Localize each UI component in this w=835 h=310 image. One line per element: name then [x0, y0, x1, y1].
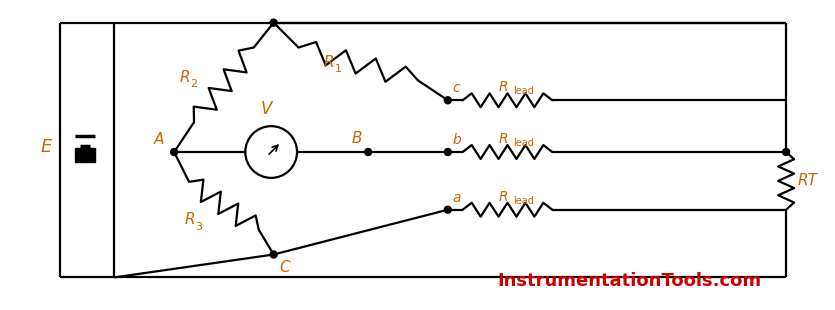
Circle shape [170, 148, 178, 156]
Circle shape [271, 19, 277, 26]
Text: A: A [154, 132, 164, 147]
Text: E: E [40, 138, 52, 156]
Circle shape [271, 251, 277, 258]
Text: R: R [498, 80, 509, 94]
Circle shape [444, 97, 451, 104]
Text: B: B [352, 131, 362, 146]
Text: 1: 1 [334, 64, 342, 74]
Text: lead: lead [514, 86, 534, 96]
Text: R: R [498, 132, 509, 146]
Text: R: R [184, 212, 195, 227]
Text: V: V [261, 100, 272, 118]
Text: 3: 3 [195, 222, 202, 232]
Text: RT: RT [798, 173, 818, 188]
Text: c: c [453, 81, 460, 95]
Circle shape [365, 148, 372, 156]
Circle shape [444, 206, 451, 213]
Text: R: R [180, 70, 190, 85]
Text: R: R [498, 190, 509, 204]
Text: lead: lead [514, 138, 534, 148]
Text: a: a [453, 191, 461, 205]
Text: b: b [453, 133, 462, 147]
Text: InstrumentationTools.com: InstrumentationTools.com [498, 272, 762, 290]
Text: 2: 2 [190, 79, 197, 89]
Circle shape [782, 148, 790, 156]
Text: lead: lead [514, 196, 534, 206]
Circle shape [444, 148, 451, 156]
Text: R: R [323, 55, 334, 70]
Bar [75, 148, 95, 162]
Text: C: C [280, 260, 291, 276]
